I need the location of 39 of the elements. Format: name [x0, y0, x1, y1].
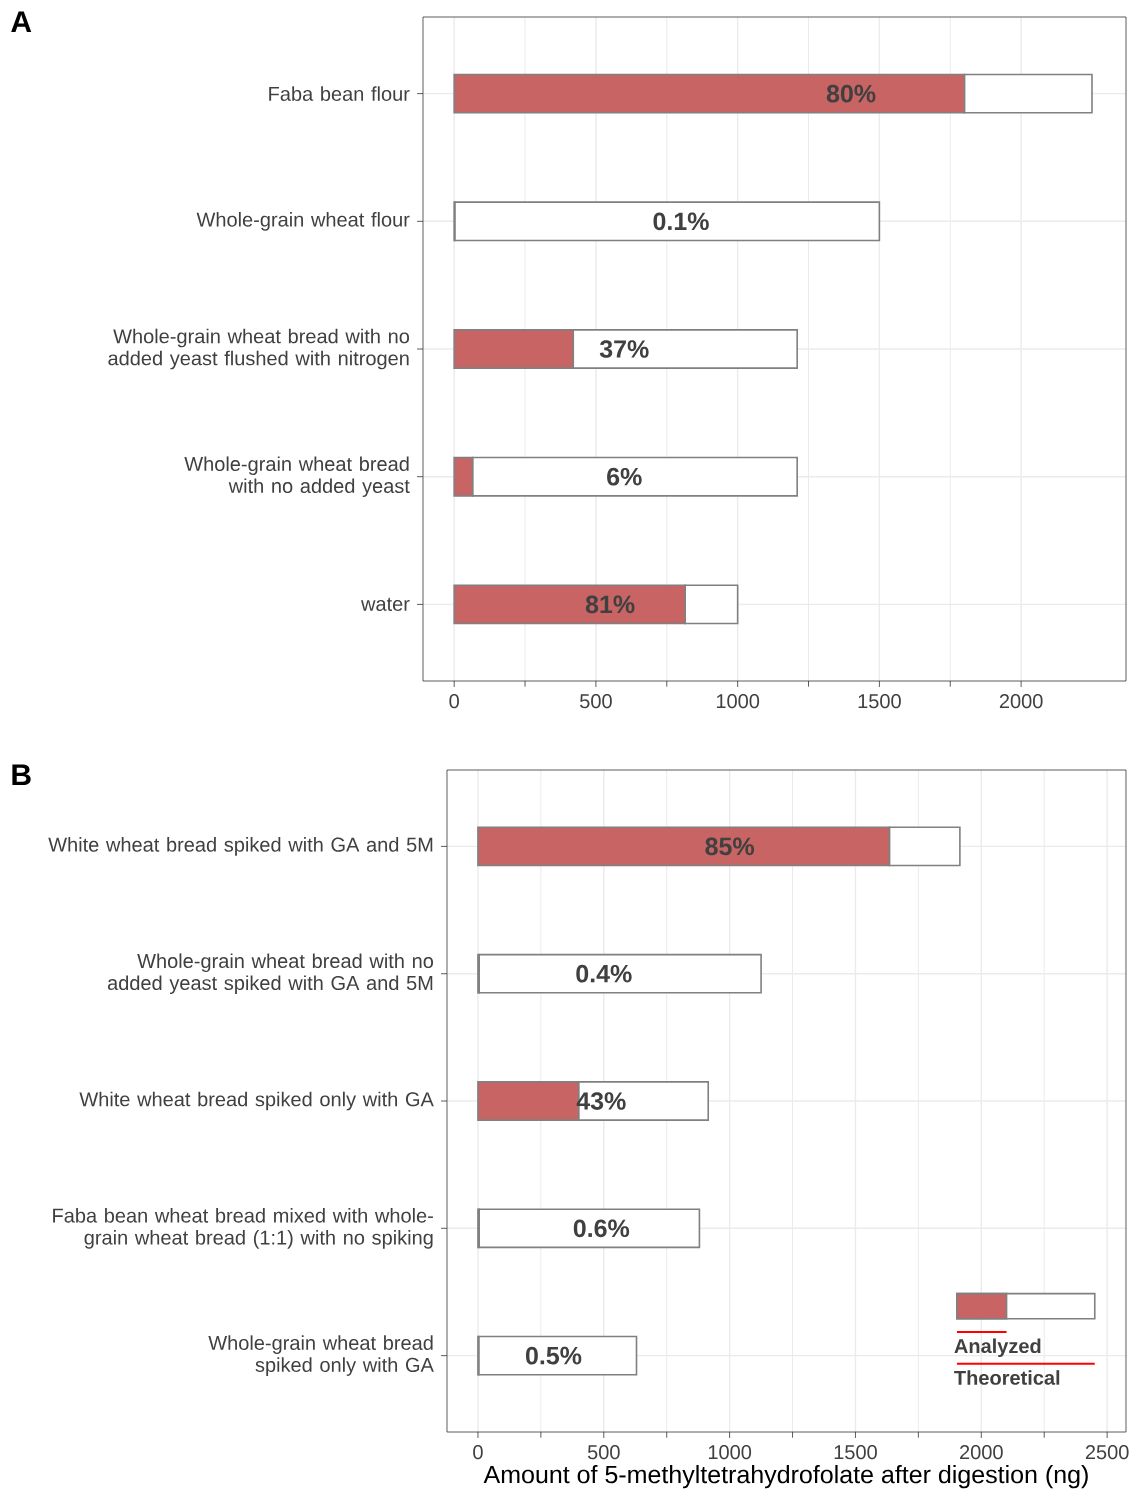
annotation: 80% [826, 84, 876, 103]
y-tick-label: White wheat bread spiked only with GA [79, 1091, 434, 1111]
annotation: 85% [705, 837, 754, 856]
text: B [12, 764, 31, 786]
y-tick-label: Whole-grain wheat flour [196, 212, 410, 231]
bar [478, 1208, 701, 1249]
annotation: 37% [599, 340, 649, 358]
bar [477, 1335, 638, 1376]
y-tick-label: White wheat bread spiked with GA and 5M [48, 837, 433, 856]
x-tick-label: 500 [580, 694, 612, 709]
x-tick-label: 500 [587, 1445, 620, 1460]
y-tick-label: Whole-grain wheat bread with no added yeast flushed with nitrogen [108, 328, 410, 370]
y-tick-label: water [360, 597, 410, 611]
y-tick-label: Faba bean wheat bread mixed with whole-grain wheat bread (1:1) with no spiking [53, 1208, 433, 1249]
x-tick-label: 1000 [716, 694, 760, 709]
x-tick-label: 1500 [834, 1445, 877, 1460]
x-tick-label: 2000 [999, 694, 1043, 709]
annotation: 0.5% [525, 1346, 582, 1365]
annotation: 0.6% [573, 1219, 630, 1238]
y-tick-label: Faba bean flour [269, 86, 410, 101]
annotation: 81% [585, 595, 635, 614]
text: Analyzed [954, 1338, 1041, 1358]
y-tick-label: Whole-grain wheat bread spiked only with GA [208, 1335, 434, 1376]
x-tick-label: 1000 [708, 1445, 752, 1460]
y-tick-label: Whole-grain wheat bread with no added yeast spiked with GA and 5M [107, 953, 434, 995]
text: A [11, 11, 32, 33]
x-tick-label: 2500 [1085, 1445, 1129, 1460]
y-tick-label: Whole-grain wheat bread with no added yeast [184, 456, 410, 498]
x-tick-label: 0 [449, 694, 459, 709]
x-tick-label: 0 [473, 1445, 483, 1460]
annotation: 6% [607, 467, 642, 486]
x-tick-label: 2000 [960, 1445, 1003, 1460]
x-tick-label: 1500 [858, 694, 901, 709]
bar [453, 201, 881, 242]
annotation: 0.1% [653, 212, 709, 231]
bar [478, 953, 762, 994]
x-axis-title: Amount of 5-methyltetrahydrofolate after digestion (ng) [483, 1464, 1088, 1489]
text: Theoretical [954, 1370, 1060, 1385]
annotation: 0.4% [576, 964, 632, 983]
